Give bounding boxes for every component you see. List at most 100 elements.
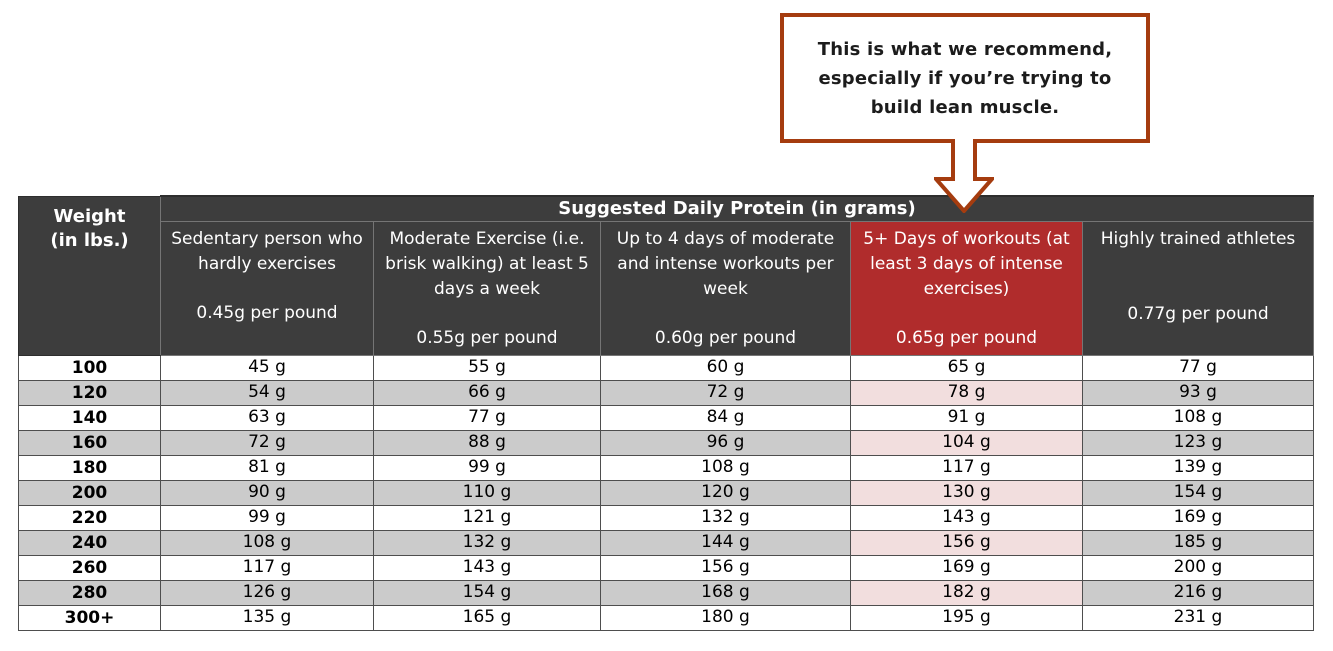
weight-cell: 140 bbox=[18, 404, 161, 431]
protein-value-cell: 65 g bbox=[850, 354, 1083, 381]
table-row-200: 200 90 g 110 g 120 g 130 g 154 g bbox=[18, 479, 1315, 506]
protein-value-cell: 77 g bbox=[1081, 354, 1315, 381]
protein-value-cell: 130 g bbox=[850, 479, 1083, 506]
protein-value-cell: 169 g bbox=[1081, 504, 1315, 531]
column-rate: 0.77g per pound bbox=[1127, 303, 1269, 324]
table-row-260: 260 117 g 143 g 156 g 169 g 200 g bbox=[18, 554, 1315, 581]
column-rate: 0.65g per pound bbox=[895, 327, 1038, 348]
table-row-140: 140 63 g 77 g 84 g 91 g 108 g bbox=[18, 404, 1315, 431]
weight-cell: 200 bbox=[18, 479, 161, 506]
protein-value-cell: 231 g bbox=[1081, 604, 1315, 631]
weight-cell: 100 bbox=[18, 354, 161, 381]
callout-text-line-3: build lean muscle. bbox=[870, 96, 1060, 118]
weight-header: Weight (in lbs.) bbox=[18, 195, 161, 356]
protein-value-cell: 123 g bbox=[1081, 429, 1315, 456]
protein-value-cell: 144 g bbox=[600, 529, 851, 556]
protein-value-cell: 63 g bbox=[160, 404, 374, 431]
protein-value-cell: 185 g bbox=[1081, 529, 1315, 556]
protein-value-cell: 121 g bbox=[373, 504, 601, 531]
protein-value-cell: 120 g bbox=[600, 479, 851, 506]
column-header-1: Sedentary person who hardly exercises 0.4… bbox=[160, 220, 374, 356]
column-name: Highly trained athletes bbox=[1100, 228, 1296, 249]
table-row-100: 100 45 g 55 g 60 g 65 g 77 g bbox=[18, 354, 1315, 381]
protein-value-cell: 99 g bbox=[160, 504, 374, 531]
protein-value-cell: 90 g bbox=[160, 479, 374, 506]
column-header-5: Highly trained athletes 0.77g per pound bbox=[1081, 220, 1315, 356]
protein-value-cell: 72 g bbox=[160, 429, 374, 456]
table-row-160: 160 72 g 88 g 96 g 104 g 123 g bbox=[18, 429, 1315, 456]
protein-value-cell: 88 g bbox=[373, 429, 601, 456]
protein-value-cell: 132 g bbox=[373, 529, 601, 556]
protein-value-cell: 165 g bbox=[373, 604, 601, 631]
callout-text-line-1: This is what we recommend, bbox=[817, 38, 1113, 60]
table-row-280: 280 126 g 154 g 168 g 182 g 216 g bbox=[18, 579, 1315, 606]
weight-cell: 240 bbox=[18, 529, 161, 556]
table-title: Suggested Daily Protein (in grams) bbox=[159, 195, 1315, 222]
callout-text-line-2: especially if you’re trying to bbox=[818, 67, 1112, 89]
column-rate: 0.45g per pound bbox=[196, 302, 338, 323]
protein-value-cell: 45 g bbox=[160, 354, 374, 381]
weight-cell: 160 bbox=[18, 429, 161, 456]
column-header-2: Moderate Exercise (i.e. brisk walking) a… bbox=[373, 220, 601, 356]
protein-value-cell: 110 g bbox=[373, 479, 601, 506]
protein-value-cell: 216 g bbox=[1081, 579, 1315, 606]
table-row-220: 220 99 g 121 g 132 g 143 g 169 g bbox=[18, 504, 1315, 531]
protein-value-cell: 91 g bbox=[850, 404, 1083, 431]
column-name: Up to 4 days of moderate and intense wor… bbox=[616, 228, 835, 299]
protein-value-cell: 126 g bbox=[160, 579, 374, 606]
protein-value-cell: 108 g bbox=[600, 454, 851, 481]
protein-value-cell: 135 g bbox=[160, 604, 374, 631]
protein-value-cell: 78 g bbox=[850, 379, 1083, 406]
protein-value-cell: 108 g bbox=[160, 529, 374, 556]
protein-value-cell: 77 g bbox=[373, 404, 601, 431]
weight-cell: 260 bbox=[18, 554, 161, 581]
column-name: 5+ Days of workouts (at least 3 days of … bbox=[863, 228, 1070, 299]
protein-value-cell: 108 g bbox=[1081, 404, 1315, 431]
protein-value-cell: 169 g bbox=[850, 554, 1083, 581]
protein-value-cell: 72 g bbox=[600, 379, 851, 406]
protein-value-cell: 81 g bbox=[160, 454, 374, 481]
title-row: Weight (in lbs.) Suggested Daily Protein… bbox=[18, 195, 1315, 356]
column-header-4: 5+ Days of workouts (at least 3 days of … bbox=[850, 220, 1083, 356]
callout-box: This is what we recommend, especially if… bbox=[780, 13, 1150, 143]
protein-value-cell: 139 g bbox=[1081, 454, 1315, 481]
protein-value-cell: 154 g bbox=[373, 579, 601, 606]
weight-cell: 300+ bbox=[18, 604, 161, 631]
protein-value-cell: 60 g bbox=[600, 354, 851, 381]
table-row-120: 120 54 g 66 g 72 g 78 g 93 g bbox=[18, 379, 1315, 406]
column-rate: 0.60g per pound bbox=[654, 327, 797, 348]
protein-value-cell: 117 g bbox=[850, 454, 1083, 481]
weight-header-line1: Weight bbox=[53, 205, 126, 227]
protein-value-cell: 156 g bbox=[850, 529, 1083, 556]
protein-value-cell: 84 g bbox=[600, 404, 851, 431]
protein-value-cell: 180 g bbox=[600, 604, 851, 631]
protein-value-cell: 104 g bbox=[850, 429, 1083, 456]
protein-table: Weight (in lbs.) Suggested Daily Protein… bbox=[18, 195, 1315, 631]
protein-value-cell: 54 g bbox=[160, 379, 374, 406]
protein-value-cell: 195 g bbox=[850, 604, 1083, 631]
column-name: Moderate Exercise (i.e. brisk walking) a… bbox=[385, 228, 589, 299]
weight-cell: 280 bbox=[18, 579, 161, 606]
protein-value-cell: 93 g bbox=[1081, 379, 1315, 406]
protein-value-cell: 182 g bbox=[850, 579, 1083, 606]
protein-value-cell: 143 g bbox=[373, 554, 601, 581]
weight-cell: 120 bbox=[18, 379, 161, 406]
protein-value-cell: 168 g bbox=[600, 579, 851, 606]
column-header-row: Sedentary person who hardly exercises 0.4… bbox=[19, 220, 1315, 356]
column-name: Sedentary person who hardly exercises bbox=[171, 228, 363, 274]
protein-value-cell: 55 g bbox=[373, 354, 601, 381]
table-row-300+: 300+ 135 g 165 g 180 g 195 g 231 g bbox=[18, 604, 1315, 631]
protein-value-cell: 117 g bbox=[160, 554, 374, 581]
protein-value-cell: 200 g bbox=[1081, 554, 1315, 581]
column-header-3: Up to 4 days of moderate and intense wor… bbox=[600, 220, 851, 356]
protein-value-cell: 99 g bbox=[373, 454, 601, 481]
weight-header-line2: (in lbs.) bbox=[50, 229, 129, 251]
weight-cell: 220 bbox=[18, 504, 161, 531]
protein-value-cell: 154 g bbox=[1081, 479, 1315, 506]
table-row-240: 240 108 g 132 g 144 g 156 g 185 g bbox=[18, 529, 1315, 556]
weight-cell: 180 bbox=[18, 454, 161, 481]
column-rate: 0.55g per pound bbox=[416, 327, 558, 348]
down-arrow-icon bbox=[931, 139, 997, 215]
protein-value-cell: 96 g bbox=[600, 429, 851, 456]
